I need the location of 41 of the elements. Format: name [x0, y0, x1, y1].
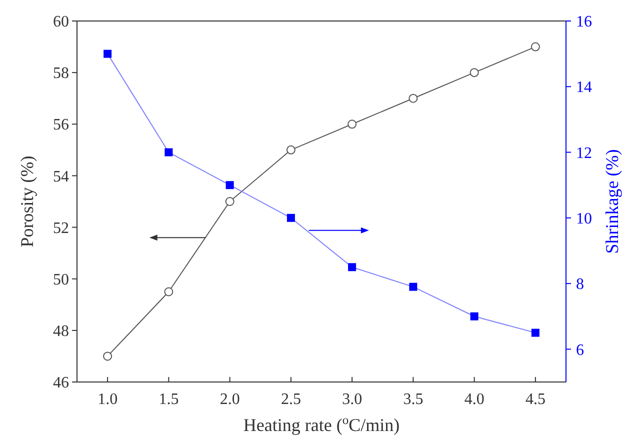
point — [470, 68, 479, 78]
y-axis-title: Porosity (%) — [17, 156, 37, 248]
point — [104, 50, 112, 58]
x-tick-label: 3.0 — [342, 391, 362, 408]
y-tick-label: 52 — [53, 220, 69, 237]
point — [409, 282, 418, 291]
point — [286, 145, 296, 154]
point — [164, 148, 173, 156]
point — [226, 181, 234, 190]
y2-tick-label: 14 — [576, 79, 592, 96]
y-tick-label: 48 — [53, 323, 69, 340]
y-tick-label: 50 — [53, 271, 69, 288]
y2-tick-label: 6 — [576, 342, 584, 359]
x-tick-label: 1.0 — [98, 391, 118, 408]
y2-tick-label: 12 — [576, 144, 592, 162]
y2-tick-label: 10 — [576, 210, 592, 228]
point — [470, 312, 478, 320]
point — [348, 120, 357, 129]
x-tick-label: 4.5 — [525, 391, 546, 408]
point — [225, 197, 234, 206]
x-tick-label: 2.0 — [220, 391, 240, 408]
point — [103, 352, 112, 361]
point — [164, 287, 174, 296]
y-tick-label: 58 — [53, 65, 69, 82]
point — [531, 328, 540, 337]
y2-tick-label: 16 — [576, 14, 592, 31]
x-axis-title: Heating rate ($^{o}$C/min) — [243, 413, 400, 435]
y-tick-label: 60 — [53, 14, 69, 31]
y2-tick-label: 8 — [576, 276, 584, 294]
y2-axis-title: Shrinkage (%) — [602, 149, 622, 254]
y-tick-label: 46 — [53, 374, 69, 392]
point — [408, 94, 418, 103]
point — [348, 263, 356, 272]
x-tick-label: 4.0 — [464, 391, 484, 408]
point — [530, 42, 540, 52]
y-tick-label: 56 — [53, 116, 69, 134]
point — [286, 214, 295, 222]
x-tick-label: 1.5 — [158, 391, 179, 408]
x-tick-label: 2.5 — [280, 391, 301, 408]
x-tick-label: 3.5 — [403, 391, 424, 408]
y-tick-label: 54 — [53, 168, 69, 186]
